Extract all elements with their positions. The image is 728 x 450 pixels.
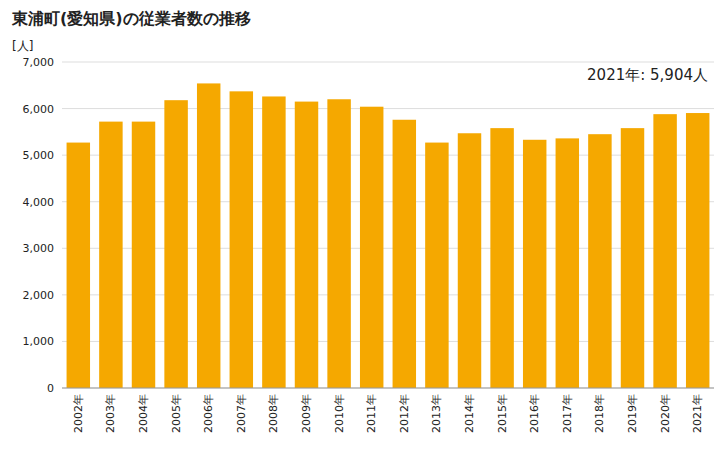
grid-line — [62, 248, 714, 249]
bar — [490, 128, 513, 388]
y-tick-label: 0 — [47, 382, 54, 395]
x-tick-label: 2008年 — [267, 394, 280, 433]
chart: 東浦町(愛知県)の従業者数の推移 [人] 0 1,000 2,000 3,000 4,000… — [0, 0, 728, 450]
grid-line — [62, 108, 714, 109]
x-tick-label: 2017年 — [561, 394, 574, 433]
y-tick-label: 2,000 — [23, 289, 55, 302]
x-tick-label: 2005年 — [170, 394, 183, 433]
bar — [262, 96, 285, 388]
annotation: 2021年: 5,904人 — [587, 66, 708, 84]
x-tick-label: 2013年 — [430, 394, 443, 433]
bar — [164, 100, 187, 388]
bar — [393, 120, 416, 388]
bar — [197, 83, 220, 388]
y-tick-label: 5,000 — [23, 149, 55, 162]
x-tick-label: 2016年 — [528, 394, 541, 433]
grid-line — [62, 201, 714, 202]
x-axis-line — [62, 388, 714, 389]
bar — [523, 140, 546, 388]
grid-line — [62, 341, 714, 342]
bar — [67, 143, 90, 388]
x-tick-label: 2012年 — [398, 394, 411, 433]
x-tick-label: 2021年 — [691, 394, 704, 433]
bars — [67, 83, 710, 388]
title: 東浦町(愛知県)の従業者数の推移 — [11, 9, 251, 28]
x-tick-label: 2015年 — [496, 394, 509, 433]
bar — [621, 128, 644, 388]
bar — [556, 138, 579, 388]
x-tick-label: 2018年 — [593, 394, 606, 433]
y-axis-label: [人] — [12, 39, 33, 53]
x-tick-label: 2014年 — [463, 394, 476, 433]
bar — [295, 102, 318, 388]
x-tick-label: 2009年 — [300, 394, 313, 433]
x-tick-label: 2003年 — [104, 394, 117, 433]
grid-line — [62, 155, 714, 156]
grid — [62, 62, 714, 388]
x-tick-label: 2002年 — [72, 394, 85, 433]
x-tick-label: 2007年 — [235, 394, 248, 433]
grid-line — [62, 62, 714, 63]
x-tick-label: 2011年 — [365, 394, 378, 433]
grid-line — [62, 294, 714, 295]
x-tick-label: 2004年 — [137, 394, 150, 433]
y-tick-label: 4,000 — [23, 196, 55, 209]
bar — [99, 122, 122, 388]
grid-line — [62, 388, 714, 389]
y-tick-label: 1,000 — [23, 335, 55, 348]
y-tick-label: 7,000 — [23, 56, 55, 69]
bar — [132, 122, 155, 388]
bar — [458, 133, 481, 388]
x-tick-label: 2020年 — [659, 394, 672, 433]
x-tick-label: 2010年 — [333, 394, 346, 433]
bar — [327, 99, 350, 388]
bar — [230, 91, 253, 388]
y-tick-label: 6,000 — [23, 103, 55, 116]
bar — [588, 134, 611, 388]
x-tick-label: 2006年 — [202, 394, 215, 433]
y-ticks: 0 1,000 2,000 3,000 4,000 5,000 6,000 7,000 — [23, 56, 55, 395]
x-tick-label: 2019年 — [626, 394, 639, 433]
bar — [360, 107, 383, 388]
bar — [686, 113, 709, 388]
bar — [653, 114, 676, 388]
x-ticks: 2002年 2003年 2004年 2005年 2006年 2007年 2008年 2009年… — [72, 394, 704, 433]
bar — [425, 143, 448, 388]
y-tick-label: 3,000 — [23, 242, 55, 255]
